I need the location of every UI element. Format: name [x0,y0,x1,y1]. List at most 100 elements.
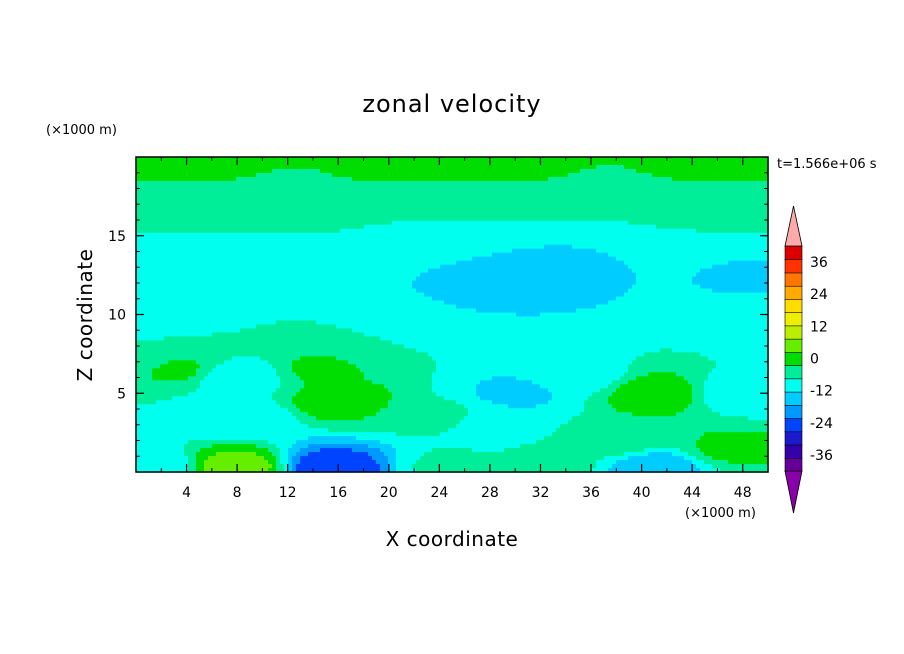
heat-cell [236,272,241,278]
heat-cell [688,208,693,214]
heat-cell [676,260,681,266]
heat-cell [268,184,273,190]
heat-cell [496,236,501,242]
heat-cell [200,252,205,258]
heat-cell [348,204,353,210]
heat-cell [336,256,341,262]
heat-cell [612,184,617,190]
heat-cell [208,216,213,222]
heat-cell [532,204,537,210]
heat-cell [764,268,769,274]
heat-cell [740,260,745,266]
heat-cell [660,244,665,250]
heat-cell [724,168,729,174]
heat-cell [640,196,645,202]
heat-cell [484,280,489,286]
heat-cell [516,157,521,162]
heat-cell [280,232,285,238]
heat-cell [252,268,257,274]
heat-cell [448,160,453,166]
heat-cell [212,208,217,214]
heat-cell [348,196,353,202]
heat-cell [152,240,157,246]
heat-cell [684,184,689,190]
heat-cell [640,256,645,262]
heat-cell [276,168,281,174]
heat-cell [568,212,573,218]
heat-cell [528,184,533,190]
heat-cell [528,204,533,210]
heat-cell [380,236,385,242]
heat-cell [288,244,293,250]
heat-cell [268,200,273,206]
heat-cell [540,168,545,174]
heat-cell [156,236,161,242]
heat-cell [352,244,357,250]
heat-cell [612,172,617,178]
heat-cell [468,268,473,274]
heat-cell [468,256,473,262]
heat-cell [616,164,621,170]
heat-cell [340,248,345,254]
heat-cell [692,157,697,162]
heat-cell [428,232,433,238]
heat-cell [744,260,749,266]
heat-cell [300,208,305,214]
heat-cell [636,236,641,242]
heat-cell [292,232,297,238]
heat-cell [192,216,197,222]
heat-cell [140,228,145,234]
heat-cell [464,184,469,190]
heat-cell [464,204,469,210]
heat-cell [232,192,237,198]
heat-cell [480,200,485,206]
heat-cell [508,240,513,246]
heat-cell [252,176,257,182]
heat-cell [144,200,149,206]
heat-cell [180,188,185,194]
heat-cell [648,248,653,254]
heat-cell [316,276,321,282]
heat-cell [376,280,381,286]
heat-cell [664,172,669,178]
heat-cell [156,208,161,214]
heat-cell [512,232,517,238]
heat-cell [496,216,501,222]
heat-cell [216,220,221,226]
heat-cell [472,260,477,266]
heat-cell [676,268,681,274]
heat-cell [300,164,305,170]
heat-cell [180,252,185,258]
heat-cell [276,157,281,162]
heat-cell [532,256,537,262]
heat-cell [728,216,733,222]
heat-cell [256,164,261,170]
heat-cell [240,248,245,254]
heat-cell [236,168,241,174]
heat-cell [420,196,425,202]
heat-cell [300,236,305,242]
heat-cell [512,224,517,230]
heat-cell [324,204,329,210]
heat-cell [400,268,405,274]
heat-cell [416,260,421,266]
heat-cell [208,260,213,266]
heat-cell [592,200,597,206]
heat-cell [644,276,649,282]
heat-cell [544,244,549,250]
heat-cell [716,236,721,242]
heat-cell [268,256,273,262]
heat-cell [712,228,717,234]
heat-cell [544,216,549,222]
heat-cell [288,196,293,202]
heat-cell [292,176,297,182]
heat-cell [672,268,677,274]
heat-cell [608,188,613,194]
heat-cell [340,184,345,190]
heat-cell [140,280,145,286]
heat-cell [376,256,381,262]
heat-cell [144,204,149,210]
heat-cell [200,157,205,162]
heat-cell [652,272,657,278]
heat-cell [756,176,761,182]
